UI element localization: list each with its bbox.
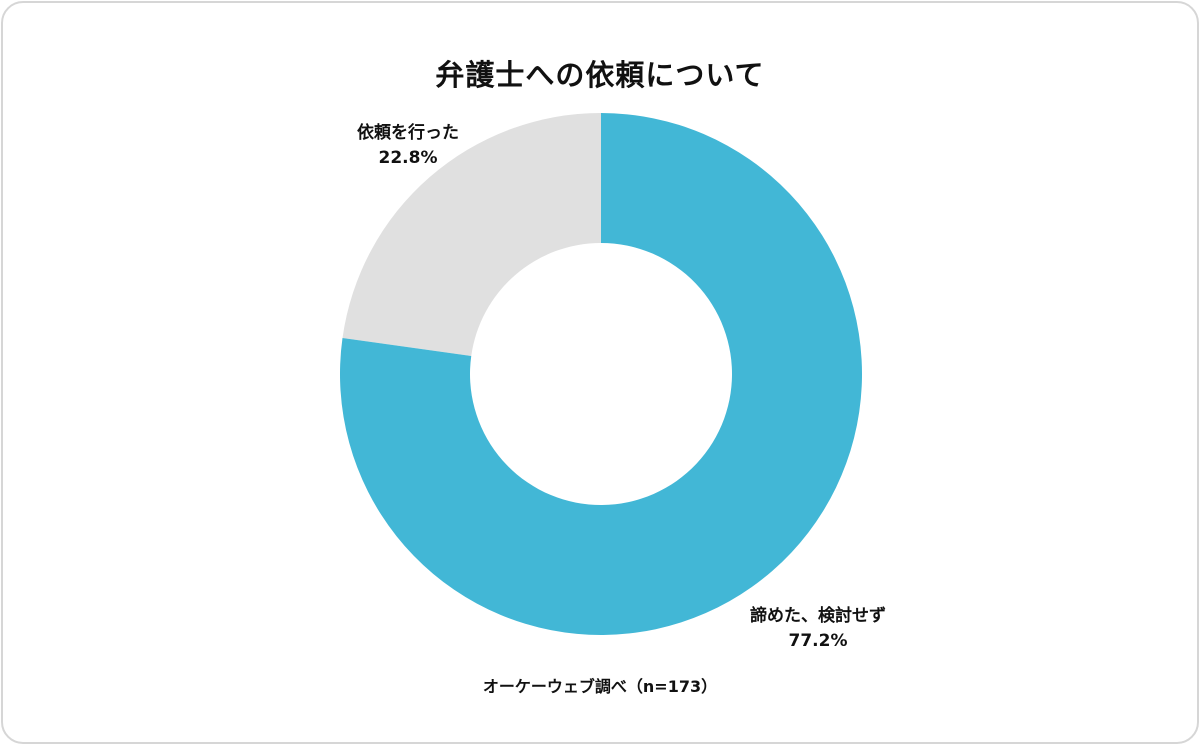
source-note: オーケーウェブ調べ（n=173）	[482, 677, 718, 696]
chart-title: 弁護士への依頼について	[435, 58, 765, 92]
pie-slice-requested	[342, 113, 601, 356]
slice-label-gave-up-value: 77.2%	[788, 631, 848, 651]
slice-label-requested: 依頼を行った 22.8%	[338, 121, 478, 171]
slice-label-requested-value: 22.8%	[378, 148, 438, 168]
pie-slice-gave-up	[339, 113, 862, 635]
slice-label-gave-up: 諦めた、検討せず 77.2%	[728, 604, 908, 654]
slice-label-gave-up-name: 諦めた、検討せず	[750, 606, 886, 626]
slice-label-requested-name: 依頼を行った	[357, 123, 459, 143]
